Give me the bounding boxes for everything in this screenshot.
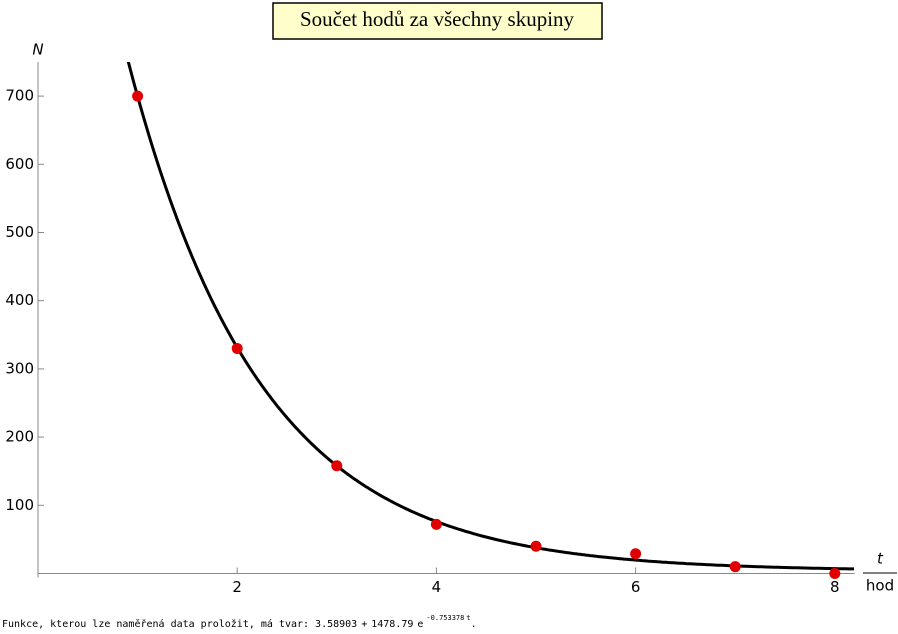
footer-part: 1478.79 xyxy=(371,619,413,630)
footer-part: Funkce, kterou lze naměřená data proloži… xyxy=(2,618,309,630)
footer-part: . xyxy=(471,619,477,630)
y-tick-label: 300 xyxy=(5,359,34,377)
chart-title: Součet hodů za všechny skupiny xyxy=(300,7,575,31)
plot-area xyxy=(126,62,854,571)
x-axis-label-numerator: t xyxy=(877,550,884,568)
y-tick-label: 700 xyxy=(5,87,34,105)
x-tick-label: 4 xyxy=(432,578,442,596)
y-tick-label: 400 xyxy=(5,291,34,309)
footer-part: t xyxy=(466,614,470,622)
data-point xyxy=(430,518,442,530)
fit-curve xyxy=(126,62,854,571)
title-box xyxy=(272,2,603,40)
y-tick-label: 100 xyxy=(5,496,34,514)
x-tick-label: 2 xyxy=(232,578,242,596)
footer-part: e xyxy=(417,619,423,630)
data-point xyxy=(530,540,542,552)
footer-part: + xyxy=(361,619,367,630)
data-point xyxy=(729,561,741,573)
footer: Funkce, kterou lze naměřená data proloži… xyxy=(2,614,477,630)
footer-part: 3.58903 xyxy=(315,619,357,630)
x-axis-label-denominator: hod xyxy=(866,577,894,595)
y-tick-label: 200 xyxy=(5,428,34,446)
data-point xyxy=(231,342,243,354)
footer-part: -0.753378 xyxy=(426,614,464,622)
y-tick-label: 500 xyxy=(5,223,34,241)
data-point xyxy=(630,548,642,560)
data-point xyxy=(132,90,144,102)
data-point xyxy=(331,460,343,472)
y-axis-label: N xyxy=(32,41,43,59)
x-tick-label: 6 xyxy=(631,578,641,596)
data-point xyxy=(829,568,841,579)
x-tick-label: 8 xyxy=(830,578,840,596)
y-tick-label: 600 xyxy=(5,155,34,173)
